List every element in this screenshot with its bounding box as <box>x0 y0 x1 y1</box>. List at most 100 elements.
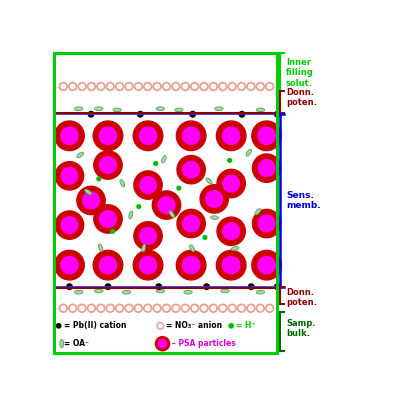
Circle shape <box>61 84 66 89</box>
Circle shape <box>97 177 100 181</box>
Circle shape <box>206 191 222 207</box>
Circle shape <box>230 84 234 89</box>
Ellipse shape <box>184 290 192 294</box>
Ellipse shape <box>246 149 252 156</box>
Circle shape <box>164 306 169 310</box>
Ellipse shape <box>96 290 102 292</box>
Circle shape <box>111 230 114 233</box>
Circle shape <box>158 340 166 348</box>
Circle shape <box>176 121 206 150</box>
Ellipse shape <box>99 245 102 250</box>
Circle shape <box>88 82 96 90</box>
Circle shape <box>258 256 275 274</box>
Circle shape <box>177 209 205 238</box>
Circle shape <box>116 304 124 312</box>
Ellipse shape <box>114 109 120 111</box>
Circle shape <box>99 256 117 274</box>
Circle shape <box>88 304 96 312</box>
Circle shape <box>209 82 218 90</box>
Ellipse shape <box>258 109 263 111</box>
Circle shape <box>55 162 84 190</box>
Circle shape <box>94 151 122 179</box>
Ellipse shape <box>158 290 163 292</box>
Ellipse shape <box>86 190 90 194</box>
Circle shape <box>228 304 236 312</box>
Circle shape <box>268 84 272 89</box>
Circle shape <box>140 228 156 244</box>
Circle shape <box>59 304 67 312</box>
Circle shape <box>136 84 140 89</box>
Ellipse shape <box>175 108 183 112</box>
Circle shape <box>252 209 281 238</box>
Ellipse shape <box>113 108 121 112</box>
Circle shape <box>61 256 78 274</box>
Circle shape <box>172 82 180 90</box>
Circle shape <box>144 304 152 312</box>
Circle shape <box>216 250 246 280</box>
Text: Inner
filling
solut.: Inner filling solut. <box>286 58 314 88</box>
Circle shape <box>220 84 225 89</box>
Circle shape <box>239 306 244 310</box>
Circle shape <box>256 304 264 312</box>
Circle shape <box>89 306 94 310</box>
Circle shape <box>139 256 157 274</box>
Ellipse shape <box>78 153 82 157</box>
Circle shape <box>80 84 84 89</box>
Circle shape <box>88 112 94 117</box>
Ellipse shape <box>129 211 133 219</box>
Circle shape <box>117 84 122 89</box>
Ellipse shape <box>169 211 174 218</box>
Circle shape <box>158 324 162 328</box>
Circle shape <box>116 82 124 90</box>
Circle shape <box>138 112 143 117</box>
Circle shape <box>219 304 227 312</box>
Circle shape <box>78 304 86 312</box>
Circle shape <box>248 284 254 290</box>
Circle shape <box>217 217 245 246</box>
Ellipse shape <box>94 107 103 110</box>
Circle shape <box>182 127 200 144</box>
Circle shape <box>133 250 163 280</box>
Ellipse shape <box>176 109 182 111</box>
Circle shape <box>252 250 281 280</box>
Ellipse shape <box>76 108 82 110</box>
Circle shape <box>140 177 156 193</box>
Circle shape <box>202 306 206 310</box>
Ellipse shape <box>255 209 261 215</box>
Circle shape <box>258 215 275 232</box>
Circle shape <box>106 304 114 312</box>
Ellipse shape <box>142 246 145 250</box>
Circle shape <box>211 306 216 310</box>
Circle shape <box>99 306 103 310</box>
Circle shape <box>172 304 180 312</box>
Circle shape <box>230 306 234 310</box>
Text: Donn.
poten.: Donn. poten. <box>286 88 317 107</box>
Circle shape <box>158 197 175 213</box>
Circle shape <box>153 82 161 90</box>
Ellipse shape <box>256 210 260 214</box>
Ellipse shape <box>124 291 129 293</box>
Circle shape <box>99 84 103 89</box>
Circle shape <box>134 304 142 312</box>
Ellipse shape <box>60 340 64 348</box>
Circle shape <box>177 186 181 190</box>
Ellipse shape <box>142 244 146 252</box>
Ellipse shape <box>162 156 166 163</box>
Ellipse shape <box>222 290 228 292</box>
Circle shape <box>61 217 78 234</box>
Ellipse shape <box>77 152 84 158</box>
Circle shape <box>127 306 131 310</box>
Circle shape <box>125 82 133 90</box>
Circle shape <box>219 82 227 90</box>
Ellipse shape <box>215 107 223 110</box>
Circle shape <box>69 82 77 90</box>
Circle shape <box>106 82 114 90</box>
Circle shape <box>156 336 170 351</box>
Circle shape <box>89 84 94 89</box>
Circle shape <box>191 82 199 90</box>
Circle shape <box>183 306 188 310</box>
Circle shape <box>55 250 84 280</box>
Ellipse shape <box>207 179 211 183</box>
Circle shape <box>155 306 159 310</box>
Circle shape <box>239 112 245 117</box>
